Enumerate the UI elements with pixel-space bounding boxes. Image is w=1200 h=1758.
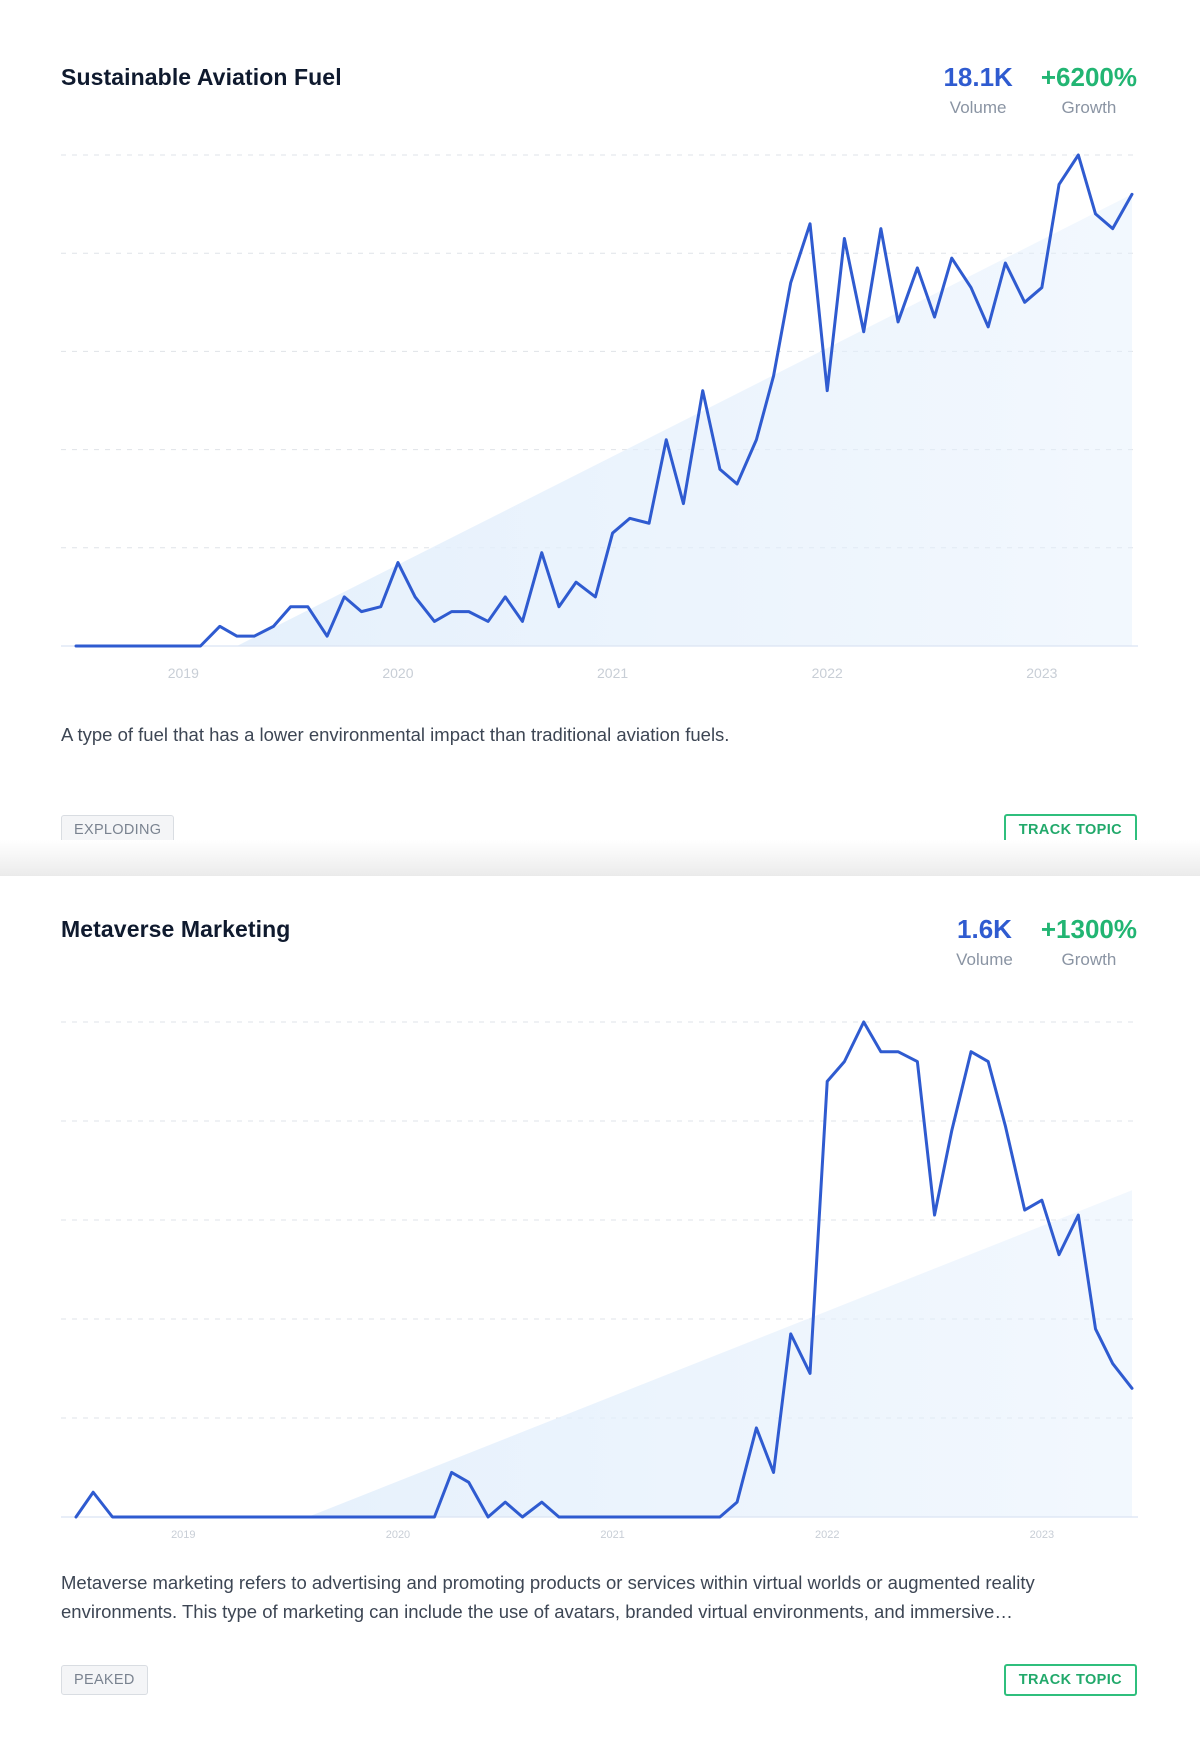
x-tick-label: 2020 xyxy=(382,665,413,681)
topic-description: Metaverse marketing refers to advertisin… xyxy=(61,1572,1035,1622)
x-tick-label: 2022 xyxy=(815,1529,839,1541)
x-tick-label: 2020 xyxy=(386,1529,410,1541)
card-separator xyxy=(0,840,1200,878)
topic-title: Sustainable Aviation Fuel xyxy=(61,64,342,90)
trend-chart[interactable]: 2019 2020 2021 2022 2023 xyxy=(0,1000,1200,1550)
growth-stat: +6200% Growth xyxy=(1041,62,1137,118)
x-tick-label: 2022 xyxy=(812,665,843,681)
series-line xyxy=(74,153,1134,648)
trend-area xyxy=(76,1190,1132,1517)
volume-stat: 18.1K Volume xyxy=(943,62,1012,118)
topic-card: Sustainable Aviation Fuel 18.1K Volume +… xyxy=(0,0,1200,868)
volume-label: Volume xyxy=(949,98,1007,117)
trend-chart[interactable]: 2019 2020 2021 2022 2023 xyxy=(0,140,1200,690)
topic-stats: 18.1K Volume +6200% Growth xyxy=(943,62,1137,118)
trend-area xyxy=(76,194,1132,646)
x-tick-label: 2023 xyxy=(1026,665,1057,681)
series-line xyxy=(74,1020,1134,1519)
volume-value: 1.6K xyxy=(957,914,1012,944)
volume-stat: 1.6K Volume xyxy=(956,914,1013,970)
growth-value: +1300% xyxy=(1040,914,1137,944)
growth-value: +6200% xyxy=(1040,62,1137,92)
x-tick-label: 2023 xyxy=(1030,1529,1054,1541)
x-tick-label: 2019 xyxy=(168,665,199,681)
growth-label: Growth xyxy=(1061,98,1117,117)
growth-label: Growth xyxy=(1061,950,1117,969)
topic-stats: 1.6K Volume +1300% Growth xyxy=(956,914,1137,970)
volume-value: 18.1K xyxy=(943,62,1013,92)
track-topic-button[interactable]: TRACK TOPIC xyxy=(1003,1664,1137,1696)
x-tick-label: 2021 xyxy=(597,665,628,681)
x-tick-label: 2021 xyxy=(600,1529,624,1541)
topic-description: A type of fuel that has a lower environm… xyxy=(61,724,730,745)
status-badge: PEAKED xyxy=(61,1665,148,1695)
x-tick-label: 2019 xyxy=(171,1529,195,1541)
growth-stat: +1300% Growth xyxy=(1041,914,1137,970)
topic-title: Metaverse Marketing xyxy=(61,916,291,942)
topic-card: Metaverse Marketing 1.6K Volume +1300% G… xyxy=(0,876,1200,1758)
volume-label: Volume xyxy=(956,950,1013,969)
